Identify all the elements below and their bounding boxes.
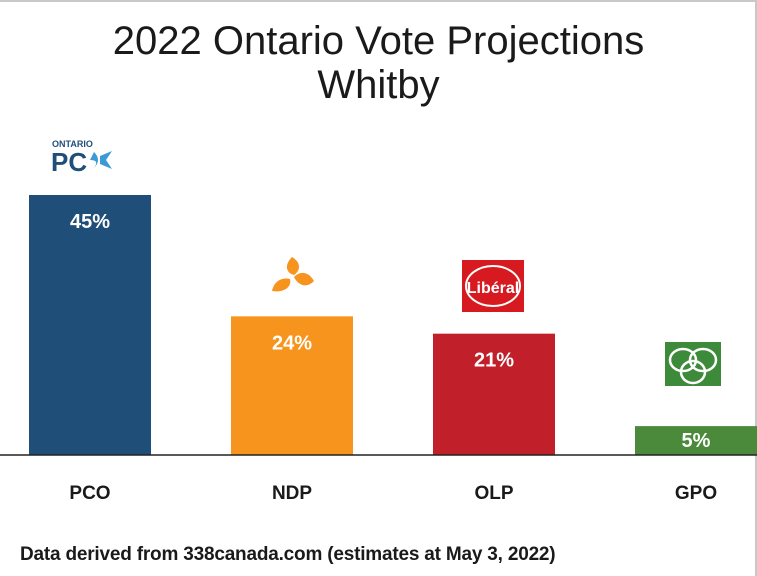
chart-subtitle: Whitby [317,63,440,107]
bar-pco [29,195,151,455]
category-label-olp: OLP [474,483,513,504]
liberal-logo-icon: Libéral [462,260,524,312]
pc-logo-text-top: ONTARIO [52,139,93,149]
value-label-gpo: 5% [682,430,711,452]
bar-gpo [635,426,757,455]
chart-footnote: Data derived from 338canada.com (estimat… [20,544,556,565]
liberal-logo-text: Libéral [467,280,519,297]
ontario-pc-logo-icon: ONTARIO PC [51,139,112,177]
value-label-ndp: 24% [272,332,312,354]
category-label-gpo: GPO [675,483,717,504]
category-label-pco: PCO [69,483,110,504]
value-label-pco: 45% [70,211,110,233]
value-label-olp: 21% [474,350,514,372]
bar-ndp [231,316,353,455]
category-label-ndp: NDP [272,483,312,504]
chart-title: 2022 Ontario Vote Projections [112,19,645,63]
ndp-logo-icon [272,257,314,292]
pc-logo-text-main: PC [51,147,87,177]
green-party-logo-icon [665,342,721,386]
bar-olp [433,333,555,455]
